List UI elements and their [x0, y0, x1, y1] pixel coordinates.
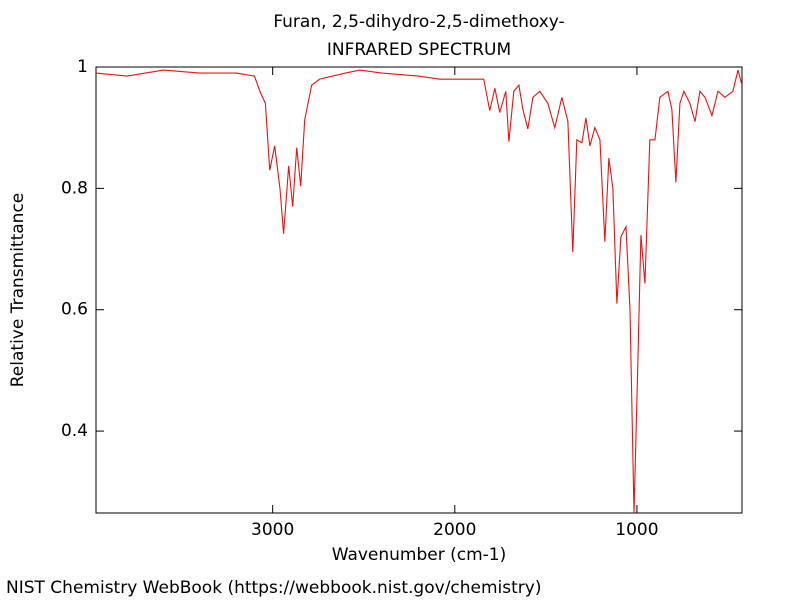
chart-title: Furan, 2,5-dihydro-2,5-dimethoxy-	[273, 12, 564, 32]
y-tick-label: 1	[77, 57, 88, 77]
spectrum-line	[95, 69, 743, 514]
source-note: NIST Chemistry WebBook (https://webbook.…	[6, 578, 541, 598]
y-tick-label: 0.4	[61, 421, 88, 441]
x-tick-label: 3000	[251, 520, 294, 540]
x-axis-label: Wavenumber (cm-1)	[332, 545, 507, 565]
y-tick-label: 0.8	[61, 178, 88, 198]
x-tick-label: 2000	[433, 520, 476, 540]
chart-subtitle: INFRARED SPECTRUM	[327, 40, 511, 60]
y-tick-label: 0.6	[61, 300, 88, 320]
y-axis-label: Relative Transmittance	[8, 193, 28, 388]
plot-frame	[95, 66, 743, 514]
x-tick-label: 1000	[615, 520, 658, 540]
